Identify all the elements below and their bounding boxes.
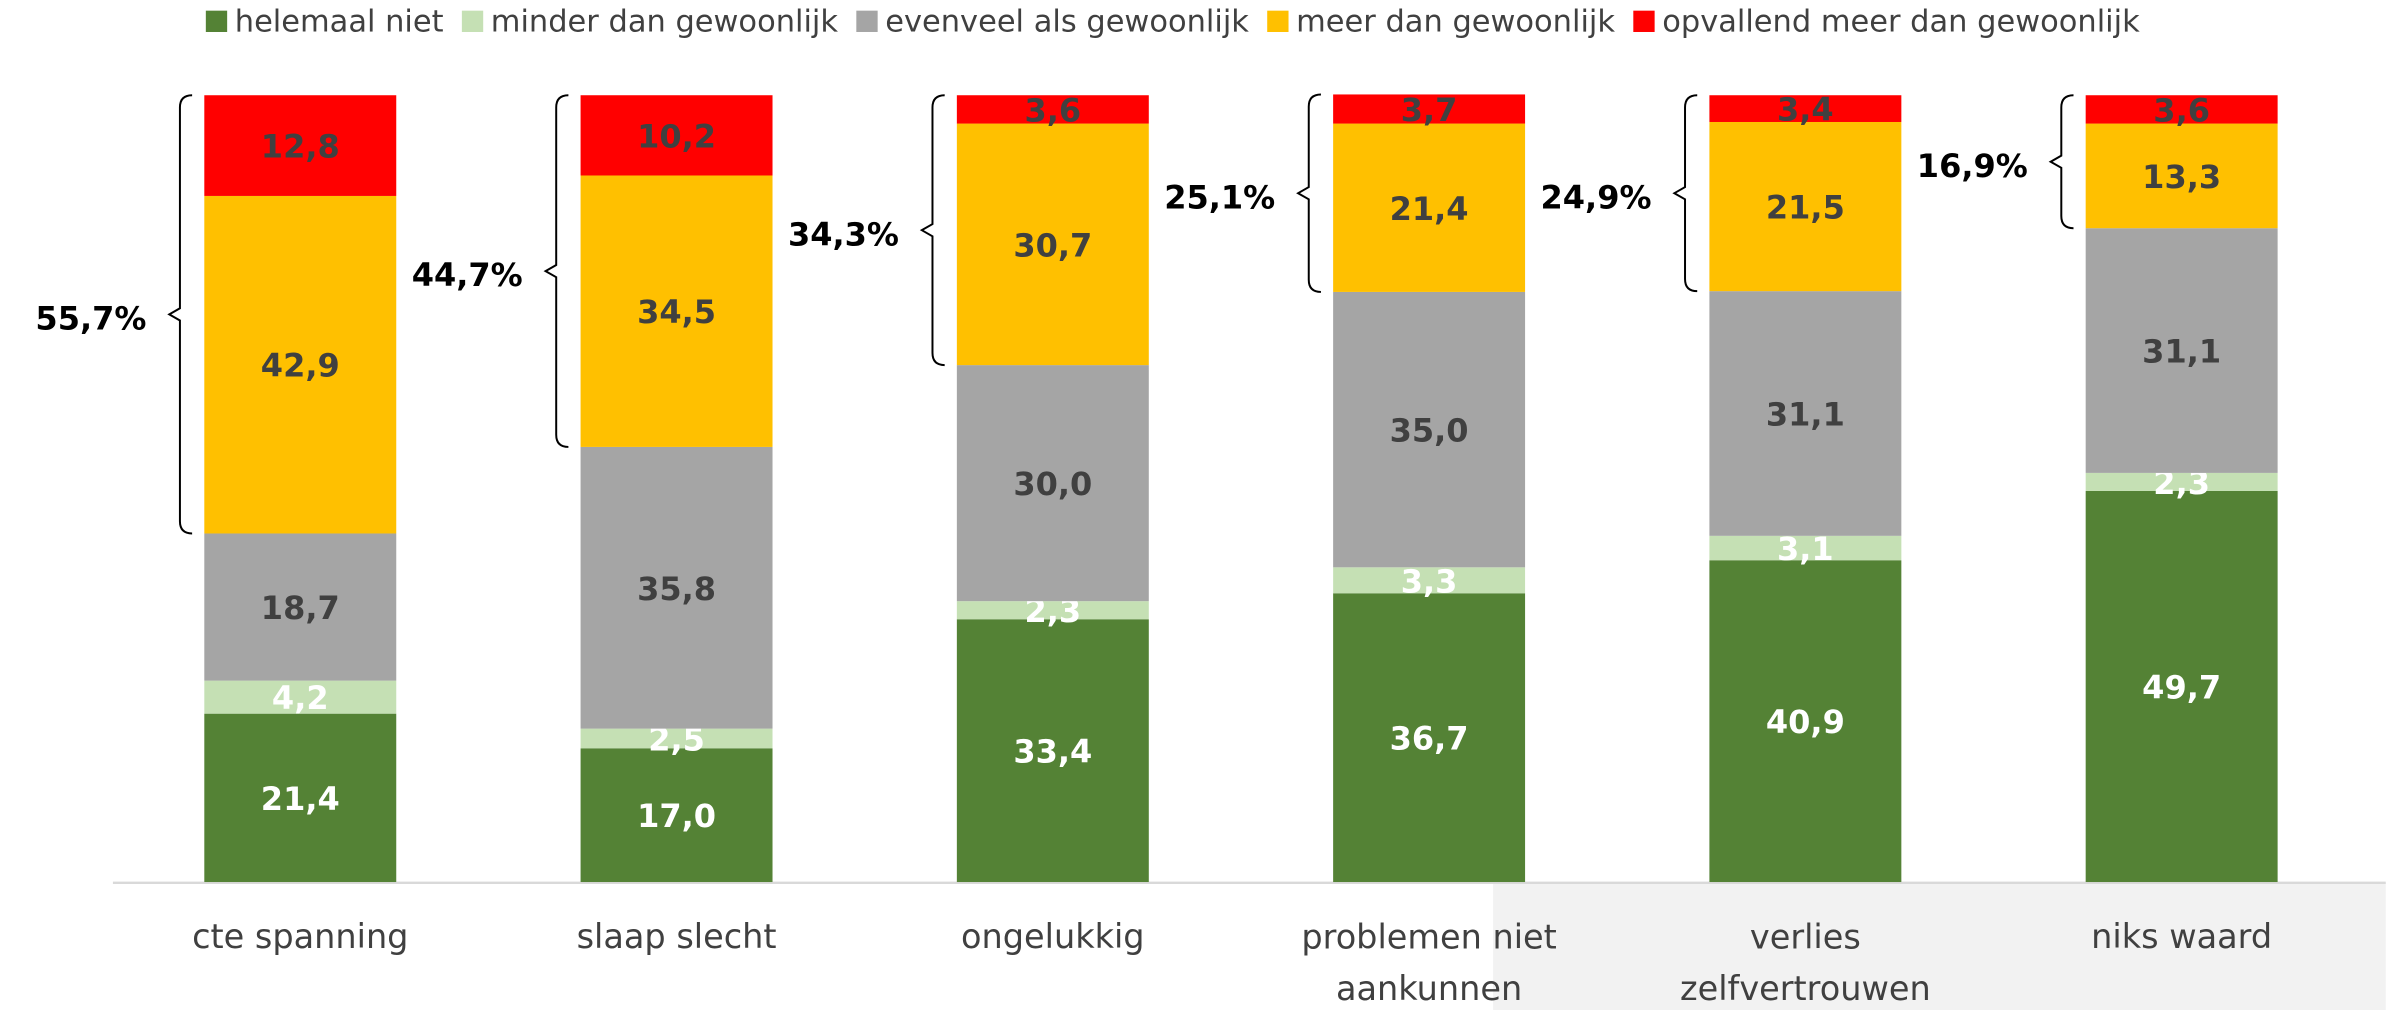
value-label: 33,4 xyxy=(1013,733,1092,771)
bracket xyxy=(1672,94,1698,293)
bar-segment xyxy=(204,95,397,196)
legend-label: minder dan gewoonlijk xyxy=(491,4,839,39)
bracket-label: 16,9% xyxy=(1917,147,2028,185)
legend-label: opvallend meer dan gewoonlijk xyxy=(1662,4,2140,39)
value-label: 3,6 xyxy=(2153,91,2210,129)
x-tick-label: niks waard xyxy=(2091,917,2272,956)
legend-label: evenveel als gewoonlijk xyxy=(885,4,1249,39)
value-label: 35,8 xyxy=(637,570,716,608)
x-tick-label: verlies zelfvertrouwen xyxy=(1680,917,1931,1008)
bar-segment xyxy=(580,446,773,729)
bracket-label: 25,1% xyxy=(1164,178,1275,216)
value-label: 30,7 xyxy=(1013,226,1092,264)
bar-segment xyxy=(580,175,773,447)
bar-segment xyxy=(1709,560,1902,883)
bar-segment xyxy=(204,195,397,534)
bar-segment xyxy=(204,713,397,883)
legend-label: meer dan gewoonlijk xyxy=(1296,4,1615,39)
bracket xyxy=(543,94,569,448)
bar-segment xyxy=(1333,291,1526,568)
value-label: 42,9 xyxy=(261,347,340,385)
bar-segment xyxy=(956,619,1149,883)
value-label: 3,6 xyxy=(1024,91,1081,129)
bracket-label: 44,7% xyxy=(412,256,523,294)
bar-segment xyxy=(580,728,773,749)
legend-swatch xyxy=(1633,10,1655,32)
bar-segment xyxy=(580,95,773,176)
legend-label: helemaal niet xyxy=(235,4,444,39)
value-label: 3,3 xyxy=(1401,562,1458,600)
value-label: 49,7 xyxy=(2142,669,2221,707)
bar-segment xyxy=(1333,123,1526,292)
value-label: 13,3 xyxy=(2142,158,2221,196)
value-label: 3,4 xyxy=(1777,91,1834,129)
legend-swatch xyxy=(1267,10,1289,32)
legend-swatch xyxy=(856,10,878,32)
bar-segment xyxy=(2085,228,2278,473)
bar-segment xyxy=(956,365,1149,602)
bar-segment xyxy=(2085,490,2278,883)
value-label: 21,5 xyxy=(1766,189,1845,227)
bar-segment xyxy=(580,748,773,883)
bar-segment xyxy=(1333,567,1526,594)
bar-segment xyxy=(1709,121,1902,292)
bar-segment xyxy=(956,95,1149,124)
x-tick-label: ongelukkig xyxy=(961,917,1145,956)
value-label: 31,1 xyxy=(1766,396,1845,434)
value-label: 4,2 xyxy=(272,679,329,717)
legend-swatch xyxy=(461,10,484,32)
bracket-label: 55,7% xyxy=(35,299,146,337)
value-label: 3,1 xyxy=(1777,530,1834,568)
bar-segment xyxy=(956,601,1149,620)
value-label: 35,0 xyxy=(1390,412,1469,450)
value-label: 34,5 xyxy=(637,293,716,331)
value-label: 21,4 xyxy=(261,780,340,818)
value-label: 17,0 xyxy=(637,797,716,835)
value-label: 31,1 xyxy=(2142,333,2221,371)
bar-segment xyxy=(1709,95,1902,122)
background-panel xyxy=(1493,883,2386,1010)
bar-segment xyxy=(956,123,1149,366)
bar-segment xyxy=(2085,472,2278,491)
x-tick-label: cte spanning xyxy=(192,917,408,956)
legend-swatch xyxy=(205,10,228,32)
bar-segment xyxy=(2085,123,2278,229)
bracket xyxy=(1296,93,1321,293)
bracket-label: 24,9% xyxy=(1541,178,1652,216)
bar-segment xyxy=(1333,94,1526,124)
bracket xyxy=(2048,94,2074,230)
value-label: 10,2 xyxy=(637,117,716,155)
value-label: 40,9 xyxy=(1766,703,1845,741)
bar-segment xyxy=(2085,95,2278,124)
bar-segment xyxy=(1709,535,1902,561)
value-label: 3,7 xyxy=(1401,91,1458,129)
value-label: 18,7 xyxy=(261,589,340,627)
value-label: 30,0 xyxy=(1013,465,1092,503)
bracket xyxy=(167,94,193,535)
x-tick-label: problemen niet aankunnen xyxy=(1301,917,1556,1008)
bar-segment xyxy=(204,680,397,714)
value-label: 12,8 xyxy=(261,128,340,166)
bracket xyxy=(919,94,945,367)
value-label: 36,7 xyxy=(1390,720,1469,758)
bracket-label: 34,3% xyxy=(788,215,899,253)
value-label: 21,4 xyxy=(1390,190,1469,228)
bar-segment xyxy=(1709,291,1902,536)
bar-segment xyxy=(204,533,397,681)
bar-segment xyxy=(1333,593,1526,883)
x-tick-label: slaap slecht xyxy=(577,917,777,956)
